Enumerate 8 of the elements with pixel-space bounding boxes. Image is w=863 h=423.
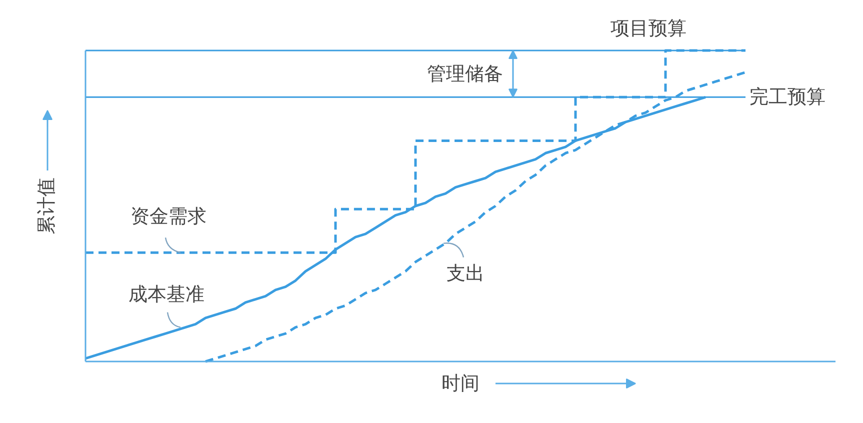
x-axis-title: 时间 <box>442 372 480 394</box>
y-axis-title: 累计值 <box>36 178 58 234</box>
annotation: 管理储备 <box>427 62 503 85</box>
ref-line-label: 项目预算 <box>610 18 686 40</box>
series-label: 成本基准 <box>128 283 204 306</box>
series-label: 支出 <box>446 262 484 284</box>
ref-line-label: 完工预算 <box>750 86 826 108</box>
series-label: 资金需求 <box>130 206 206 228</box>
